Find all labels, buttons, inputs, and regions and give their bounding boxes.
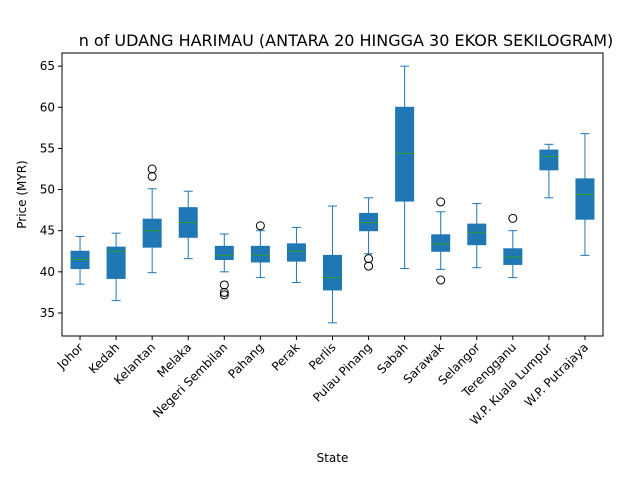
box-iqr bbox=[431, 234, 451, 252]
box-iqr bbox=[106, 246, 126, 279]
y-tick-label: 45 bbox=[40, 224, 55, 238]
box-group bbox=[142, 164, 162, 274]
y-tick-label: 55 bbox=[40, 141, 55, 155]
box-group bbox=[395, 65, 415, 270]
box-iqr bbox=[539, 149, 559, 171]
box-group bbox=[250, 221, 270, 279]
box-group bbox=[503, 213, 523, 279]
x-tick-label: W.P. Putrajaya bbox=[522, 340, 591, 409]
outlier-point bbox=[364, 261, 374, 271]
box-iqr bbox=[575, 178, 595, 220]
box-group bbox=[214, 233, 234, 300]
outlier-point bbox=[436, 275, 446, 285]
box-iqr bbox=[250, 245, 270, 263]
box-group bbox=[323, 205, 342, 324]
box-iqr bbox=[214, 245, 234, 260]
box-iqr bbox=[286, 243, 306, 262]
outlier-point bbox=[219, 280, 229, 290]
x-tick-label: Perlis bbox=[306, 340, 339, 373]
x-axis-label: State bbox=[317, 451, 349, 465]
y-axis-label: Price (MYR) bbox=[15, 160, 29, 228]
y-tick-label: 60 bbox=[40, 100, 55, 114]
box-group bbox=[539, 143, 559, 199]
outlier-point bbox=[219, 290, 229, 300]
outlier-point bbox=[364, 254, 374, 264]
y-tick-label: 35 bbox=[40, 306, 55, 320]
outlier-point bbox=[508, 213, 518, 223]
outlier-point bbox=[147, 164, 157, 174]
outlier-point bbox=[255, 221, 265, 231]
box-group bbox=[70, 235, 90, 285]
x-tick-label: Johor bbox=[54, 340, 86, 372]
y-tick-label: 40 bbox=[40, 265, 55, 279]
outlier-point bbox=[147, 171, 157, 181]
box-iqr bbox=[323, 254, 342, 291]
x-tick-label: Pahang bbox=[225, 340, 266, 381]
box-iqr bbox=[467, 223, 487, 246]
x-tick-label: Perak bbox=[269, 340, 303, 374]
box-group bbox=[575, 133, 595, 256]
y-tick-label: 50 bbox=[40, 183, 55, 197]
box-group bbox=[178, 190, 198, 260]
outlier-point bbox=[219, 287, 229, 297]
box-group bbox=[106, 232, 126, 302]
plot-content bbox=[70, 65, 595, 324]
box-iqr bbox=[142, 218, 162, 248]
y-tick-label: 65 bbox=[40, 59, 55, 73]
box-group bbox=[431, 197, 451, 285]
outlier-point bbox=[436, 197, 446, 207]
box-group bbox=[286, 226, 306, 284]
box-group bbox=[359, 197, 379, 271]
chart-title: n of UDANG HARIMAU (ANTARA 20 HINGGA 30 … bbox=[79, 31, 614, 50]
box-iqr bbox=[395, 106, 415, 202]
box-group bbox=[467, 203, 487, 269]
y-axis: 35 40 45 50 55 60 65 bbox=[40, 59, 62, 320]
